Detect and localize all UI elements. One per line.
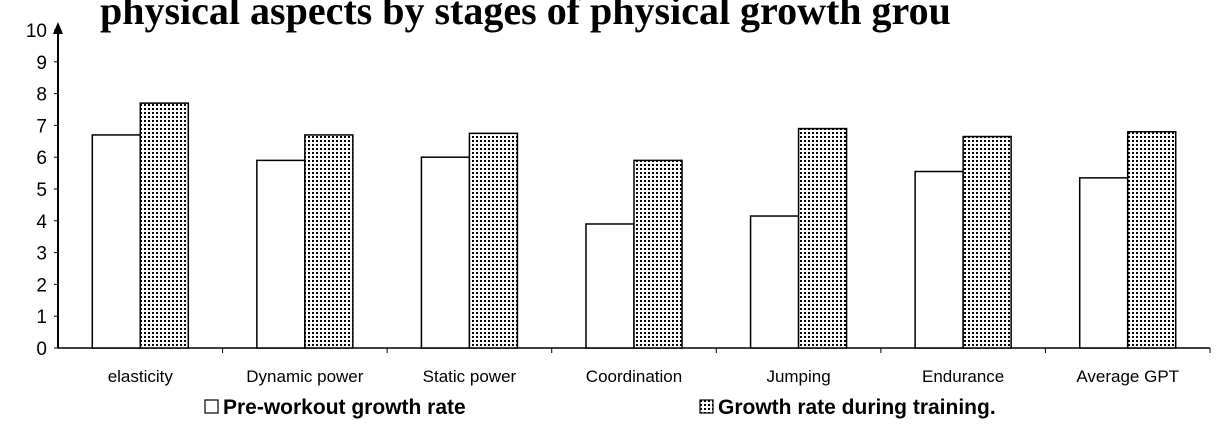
x-category-label: Dynamic power (246, 367, 363, 386)
bar-during-training (468, 132, 519, 349)
legend-swatch-during-training (699, 399, 714, 414)
y-tick-label: 10 (26, 21, 47, 42)
y-tick-label: 4 (36, 212, 47, 233)
y-tick-label: 2 (36, 275, 47, 296)
y-tick-label: 7 (36, 116, 47, 137)
bar-pre-workout (914, 170, 964, 349)
bar-pre-workout (91, 134, 142, 349)
y-tick-label: 1 (36, 307, 47, 328)
bar-pre-workout (256, 159, 306, 349)
bar-pre-workout (1078, 177, 1129, 349)
bar-during-training (139, 102, 190, 349)
bar-during-training (1126, 131, 1177, 349)
bar-during-training (304, 134, 354, 349)
legend-swatch-pre-workout (204, 399, 219, 414)
y-tick-label: 0 (36, 339, 47, 360)
y-tick-label: 5 (36, 180, 47, 201)
y-axis-arrowhead (53, 22, 63, 34)
y-tick-label: 9 (36, 53, 47, 74)
legend-label-pre-workout: Pre-workout growth rate (223, 396, 466, 419)
x-category-label: Static power (423, 367, 517, 386)
y-tick-label: 8 (36, 85, 47, 106)
y-tick-label: 3 (36, 244, 47, 265)
legend-label-during-training: Growth rate during training. (718, 396, 996, 419)
y-tick-label: 6 (36, 148, 47, 169)
bar-pre-workout (749, 215, 800, 349)
bar-during-training (797, 127, 848, 349)
x-category-label: Jumping (766, 367, 830, 386)
x-category-label: Average GPT (1076, 367, 1179, 386)
x-category-label: Endurance (922, 367, 1004, 386)
bar-pre-workout (585, 223, 635, 349)
x-category-label: Coordination (586, 367, 682, 386)
bar-during-training (633, 159, 683, 349)
legend: Pre-workout growth rate Growth rate durin… (204, 396, 996, 419)
bar-pre-workout (420, 156, 471, 349)
header-text-fragment: physical aspects by stages of physical g… (100, 0, 951, 33)
bar-during-training (962, 135, 1012, 349)
x-category-label: elasticity (108, 367, 174, 386)
plot-area: 0 1 2 3 4 5 6 7 8 9 10 elasticity Dynamic power Stati… (26, 21, 1211, 386)
